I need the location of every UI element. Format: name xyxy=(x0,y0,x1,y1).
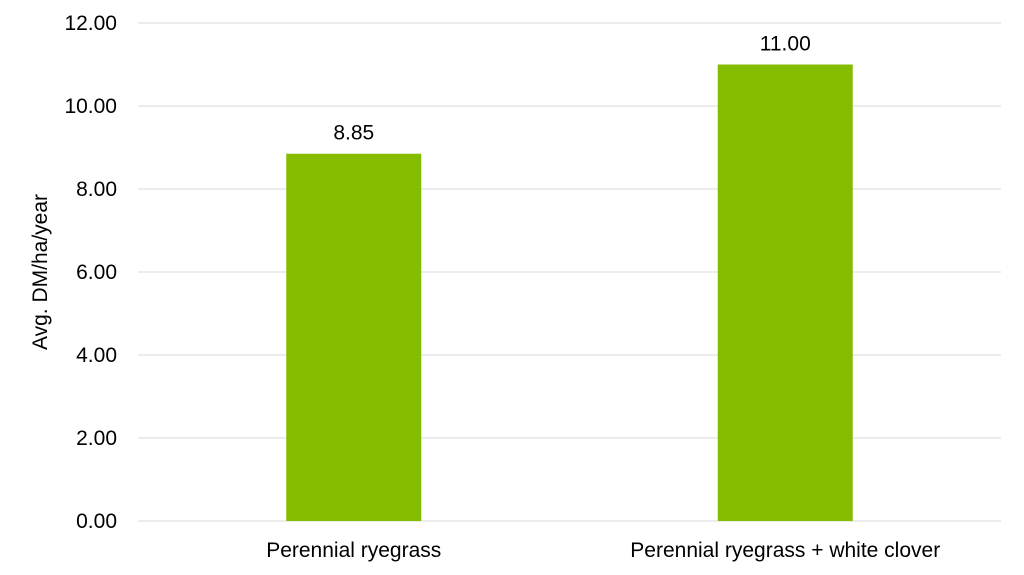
y-tick-labels: 0.00 2.00 4.00 6.00 8.00 10.00 12.00 xyxy=(64,12,117,533)
bars xyxy=(286,64,853,521)
y-tick-label: 12.00 xyxy=(64,12,117,35)
y-axis-title: Avg. DM/ha/year xyxy=(29,194,52,350)
category-labels: Perennial ryegrass Perennial ryegrass + w… xyxy=(266,539,940,562)
data-label: 8.85 xyxy=(333,122,374,145)
category-label: Perennial ryegrass + white clover xyxy=(630,539,940,562)
y-tick-label: 4.00 xyxy=(76,344,117,367)
gridlines xyxy=(138,22,1001,522)
bar xyxy=(717,64,853,521)
y-tick-label: 8.00 xyxy=(76,178,117,201)
y-tick-label: 6.00 xyxy=(76,261,117,284)
category-label: Perennial ryegrass xyxy=(266,539,441,562)
data-labels: 8.85 11.00 xyxy=(333,33,810,145)
y-tick-label: 2.00 xyxy=(76,427,117,450)
y-tick-label: 10.00 xyxy=(64,95,117,118)
bar xyxy=(286,153,422,521)
data-label: 11.00 xyxy=(760,33,811,56)
y-tick-label: 0.00 xyxy=(76,510,117,533)
